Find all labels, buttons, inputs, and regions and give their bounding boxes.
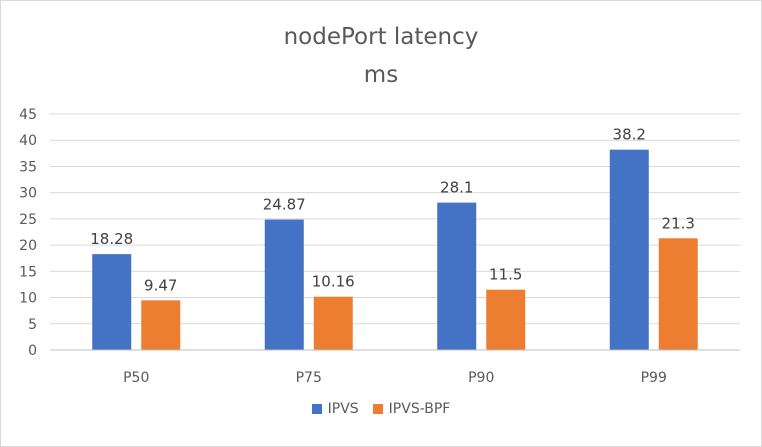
bar-ipvs-p90 xyxy=(437,202,477,350)
x-tick-label: P50 xyxy=(123,370,149,386)
y-tick-label: 30 xyxy=(19,186,37,202)
data-label: 21.3 xyxy=(662,214,695,232)
y-tick-label: 15 xyxy=(19,264,37,280)
data-label: 11.5 xyxy=(489,266,522,284)
legend-item-ipvs: IPVS xyxy=(311,401,359,417)
bar-ipvs-bpf-p99 xyxy=(658,238,698,350)
x-tick-label: P99 xyxy=(641,370,667,386)
data-label: 18.28 xyxy=(90,230,133,248)
x-tick-label: P90 xyxy=(468,370,494,386)
data-label: 10.16 xyxy=(312,273,355,291)
y-tick-label: 45 xyxy=(19,107,37,123)
legend-swatch-ipvs xyxy=(311,404,322,414)
data-label: 24.87 xyxy=(263,196,306,214)
bar-ipvs-bpf-p90 xyxy=(486,289,526,350)
y-tick-label: 20 xyxy=(19,238,37,254)
bar-ipvs-p50 xyxy=(92,254,132,350)
legend-label-ipvs-bpf: IPVS-BPF xyxy=(388,401,451,417)
y-tick-label: 5 xyxy=(28,317,37,333)
y-tick-label: 25 xyxy=(19,212,37,228)
chart-subtitle: ms xyxy=(363,62,399,88)
y-tick-label: 40 xyxy=(19,133,37,149)
chart-title: nodePort latency xyxy=(283,24,479,50)
y-tick-label: 10 xyxy=(19,291,37,307)
data-label: 28.1 xyxy=(440,179,473,197)
chart-legend: IPVS IPVS-BPF xyxy=(0,401,762,417)
data-label: 9.47 xyxy=(144,276,177,294)
bar-ipvs-bpf-p50 xyxy=(141,300,181,350)
legend-label-ipvs: IPVS xyxy=(327,401,359,417)
y-tick-label: 0 xyxy=(28,343,37,359)
x-tick-label: P75 xyxy=(296,370,322,386)
bar-ipvs-bpf-p75 xyxy=(313,296,353,350)
legend-item-ipvs-bpf: IPVS-BPF xyxy=(372,401,451,417)
bar-ipvs-p99 xyxy=(609,149,649,350)
y-tick-label: 35 xyxy=(19,159,37,175)
legend-swatch-ipvs-bpf xyxy=(372,404,383,414)
bar-ipvs-p75 xyxy=(264,219,304,350)
data-label: 38.2 xyxy=(613,126,646,144)
